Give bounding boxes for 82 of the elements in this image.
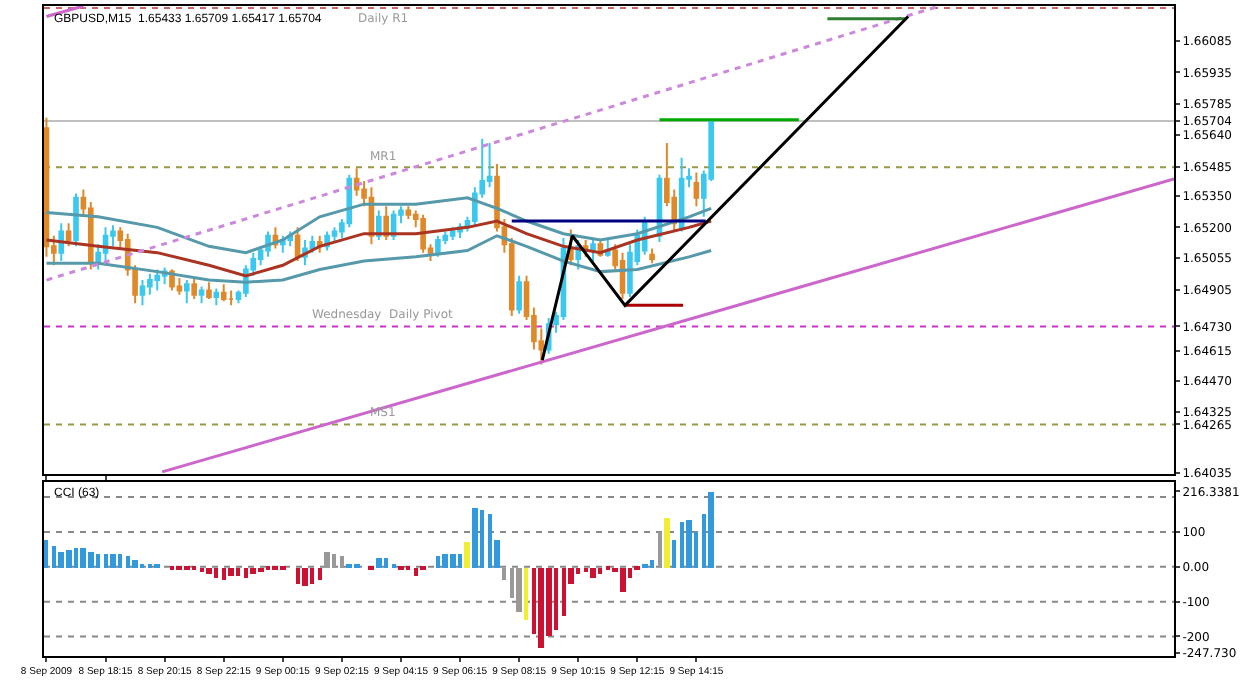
bar — [66, 549, 72, 568]
bar — [554, 567, 558, 630]
bar — [620, 567, 626, 592]
bar — [414, 567, 418, 576]
candlestick — [176, 276, 183, 296]
candlestick — [183, 279, 190, 305]
bar — [324, 551, 330, 568]
bar — [74, 547, 78, 568]
candlestick — [220, 283, 227, 303]
bar — [480, 509, 484, 568]
bar — [118, 553, 122, 568]
line-series — [44, 196, 713, 255]
bar — [214, 567, 218, 578]
bar — [464, 541, 470, 568]
bar — [250, 567, 256, 574]
bar — [680, 521, 684, 568]
candlestick — [139, 279, 146, 307]
bar — [88, 551, 94, 568]
bar — [450, 553, 456, 568]
candlestick — [58, 222, 65, 263]
candlestick — [198, 285, 205, 305]
bar — [472, 507, 478, 568]
bar — [538, 567, 544, 648]
bar — [562, 567, 566, 616]
candlestick — [435, 234, 441, 258]
bar — [458, 553, 462, 568]
bar — [44, 539, 48, 568]
candlestick — [353, 167, 360, 197]
candlestick — [649, 247, 655, 265]
bar — [110, 553, 116, 568]
bar — [96, 553, 100, 568]
bar — [516, 567, 522, 612]
bar — [52, 545, 56, 568]
bar — [442, 553, 448, 568]
bar — [384, 557, 388, 568]
bar — [436, 555, 440, 568]
bar — [502, 567, 506, 580]
candlestick — [228, 289, 234, 307]
candlestick — [693, 171, 700, 208]
bar — [318, 567, 322, 580]
candlestick — [213, 287, 220, 307]
bar — [58, 551, 64, 568]
candlestick — [65, 222, 72, 248]
bar — [524, 567, 528, 620]
bar — [686, 519, 692, 568]
candlestick — [604, 239, 611, 258]
bar — [80, 547, 86, 568]
bar — [332, 553, 336, 568]
bar — [236, 567, 240, 576]
candlestick — [154, 268, 161, 292]
candlestick — [44, 116, 50, 258]
line-series — [44, 219, 713, 278]
bar — [228, 567, 234, 576]
candlestick — [590, 239, 596, 263]
candlestick — [331, 226, 338, 244]
candlestick — [73, 192, 79, 248]
bar — [672, 539, 676, 568]
bar — [244, 567, 248, 578]
bar — [650, 559, 654, 568]
bar — [104, 553, 108, 568]
bar — [132, 559, 138, 568]
bar — [302, 567, 308, 586]
bar — [376, 557, 382, 568]
bar — [340, 555, 344, 568]
candlestick — [516, 274, 522, 315]
bar — [126, 555, 130, 568]
bar — [488, 513, 492, 568]
candlestick — [420, 213, 426, 254]
bar — [206, 567, 212, 574]
bar — [310, 567, 314, 584]
bar — [590, 567, 596, 578]
candlestick — [405, 205, 412, 220]
bar — [222, 567, 226, 580]
bar — [658, 531, 662, 568]
bar — [664, 517, 670, 568]
bar — [708, 491, 714, 568]
line-series — [44, 234, 713, 284]
candlestick — [191, 276, 197, 301]
line-series — [540, 15, 910, 362]
bar — [296, 567, 300, 584]
candlestick — [206, 281, 212, 301]
bar — [598, 567, 602, 574]
